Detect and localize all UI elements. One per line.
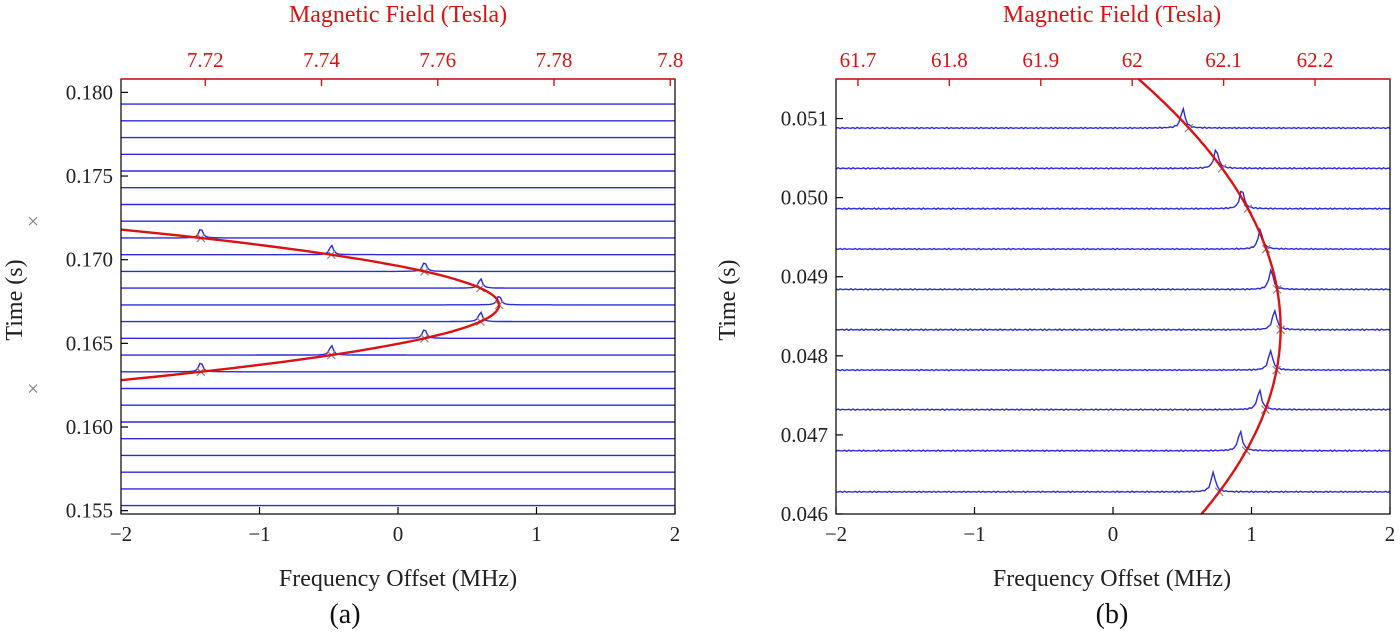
- x-tick-label: 0: [393, 522, 404, 546]
- x-tick-label: 1: [531, 522, 542, 546]
- trace-line: [121, 262, 675, 273]
- panel-a-top-axis-label: Magnetic Field (Tesla): [289, 2, 507, 28]
- y-tick-label: 0.155: [66, 499, 113, 523]
- y-tick-label: 0.180: [66, 80, 113, 104]
- y-tick-label: 0.175: [66, 164, 113, 188]
- field-tick-label: 62: [1122, 48, 1143, 72]
- y-tick-label: 0.048: [781, 344, 828, 368]
- panel-a: Magnetic Field (Tesla) −2 −1 0 1 2 0.155 0.160…: [2, 2, 683, 630]
- y-tick-label: 0.160: [66, 415, 113, 439]
- field-tick-label: 62.2: [1297, 48, 1334, 72]
- trace-line: [835, 308, 1391, 332]
- trace-line: [835, 106, 1391, 130]
- trace-line: [835, 469, 1391, 494]
- field-tick-label: 61.8: [931, 48, 968, 72]
- field-tick-label: 7.8: [657, 48, 683, 72]
- plot-frame: [120, 78, 676, 515]
- trace-line: [121, 362, 675, 373]
- fit-curve: [121, 228, 501, 382]
- y-tick-label: 0.165: [66, 331, 113, 355]
- panel-a-plot-area: −2 −1 0 1 2 0.155 0.160 0.165 0.170 0.175 0.180 7.7…: [28, 48, 683, 546]
- x-tick-label: −2: [825, 522, 847, 546]
- x-tick-label: 1: [1246, 522, 1257, 546]
- panel-b: Magnetic Field (Tesla) −2 −1 0 1 2 0.046 0.047…: [715, 2, 1395, 630]
- y-tick-label: 0.046: [781, 502, 828, 526]
- field-tick-label: 62.1: [1205, 48, 1242, 72]
- trace-line: [835, 348, 1391, 372]
- field-tick-label: 7.78: [536, 48, 573, 72]
- y-tick-label: 0.049: [781, 265, 828, 289]
- trace-line: [121, 277, 675, 289]
- field-tick-label: 61.7: [840, 48, 877, 72]
- field-tick-label: 7.74: [303, 48, 340, 72]
- trace-line: [835, 148, 1391, 170]
- field-tick-label: 7.76: [419, 48, 456, 72]
- trace-line: [121, 244, 675, 256]
- x-tick-label: −1: [963, 522, 985, 546]
- panel-a-y-axis-label: Time (s): [2, 259, 28, 340]
- trace-line: [835, 227, 1391, 251]
- trace-line: [121, 329, 675, 339]
- panel-b-top-axis-label: Magnetic Field (Tesla): [1003, 2, 1221, 28]
- panel-b-plot-area: −2 −1 0 1 2 0.046 0.047 0.048 0.049 0.050 0.051 61.…: [781, 48, 1396, 546]
- field-tick-label: 61.9: [1022, 48, 1059, 72]
- x-tick-label: −2: [110, 522, 132, 546]
- x-tick-label: −1: [248, 522, 270, 546]
- plot-frame: [835, 78, 1391, 515]
- y-tick-label: 0.051: [781, 107, 828, 131]
- x-tick-label: 2: [670, 522, 681, 546]
- y-tick-label: 0.170: [66, 248, 113, 272]
- trace-line: [835, 268, 1391, 291]
- x-tick-label: 0: [1108, 522, 1119, 546]
- y-tick-label: 0.047: [781, 423, 828, 447]
- panel-a-x-axis-label: Frequency Offset (MHz): [279, 566, 517, 592]
- panel-b-y-axis-label: Time (s): [715, 259, 741, 340]
- trace-line: [121, 229, 675, 239]
- trace-line: [835, 388, 1391, 411]
- fit-point-marker: [28, 216, 38, 226]
- trace-line: [121, 311, 675, 323]
- y-tick-label: 0.050: [781, 186, 828, 210]
- fit-point-marker: [28, 384, 38, 393]
- panel-b-x-axis-label: Frequency Offset (MHz): [993, 566, 1231, 592]
- fit-curve: [1137, 79, 1282, 514]
- trace-line: [121, 295, 675, 306]
- trace-line: [835, 190, 1391, 211]
- trace-line: [121, 344, 675, 356]
- panel-b-caption: (b): [1096, 599, 1129, 630]
- panel-a-caption: (a): [329, 599, 360, 630]
- trace-line: [835, 429, 1391, 453]
- field-tick-label: 7.72: [187, 48, 224, 72]
- x-tick-label: 2: [1385, 522, 1396, 546]
